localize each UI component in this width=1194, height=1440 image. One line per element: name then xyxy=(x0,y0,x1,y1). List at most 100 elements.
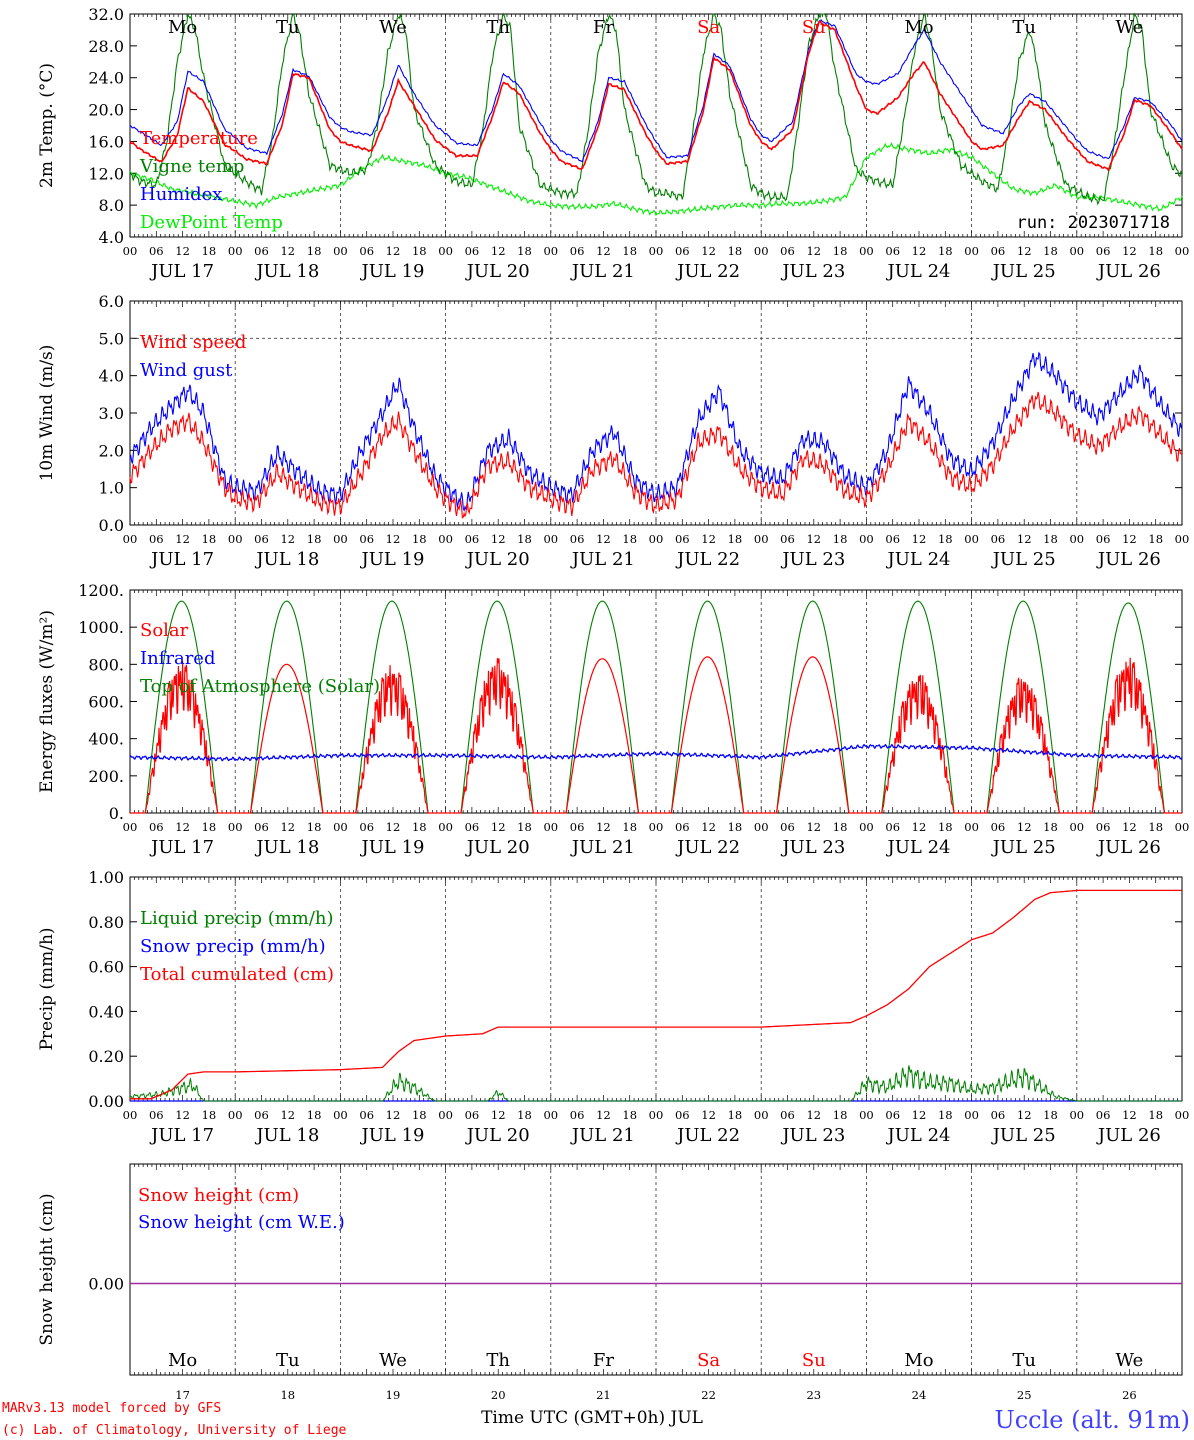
series-temperature xyxy=(129,20,1183,172)
hour-label: 00 xyxy=(1069,532,1084,546)
hour-label: 12 xyxy=(386,532,401,546)
x-axis-title: Time UTC (GMT+0h) JUL xyxy=(481,1408,703,1428)
hour-label: 00 xyxy=(649,820,664,834)
hour-label: 00 xyxy=(1069,1108,1084,1122)
legend-entry: Wind speed xyxy=(140,332,246,353)
hour-label: 12 xyxy=(701,1108,716,1122)
hour-label: 00 xyxy=(228,532,243,546)
run-annotation: run: 2023071718 xyxy=(1016,213,1170,233)
legend-entry: Temperature xyxy=(140,128,258,149)
date-label: JUL 20 xyxy=(465,837,530,858)
hour-label: 00 xyxy=(228,244,243,258)
y-tick-label: 0.60 xyxy=(88,958,124,977)
hour-label: 06 xyxy=(991,1108,1006,1122)
y-tick-label: 24.0 xyxy=(88,69,124,88)
hour-label: 00 xyxy=(333,820,348,834)
date-label: JUL 26 xyxy=(1096,549,1161,570)
hour-label: 12 xyxy=(806,1108,821,1122)
y-tick-label: 12.0 xyxy=(88,164,124,183)
legend-entry: Snow height (cm W.E.) xyxy=(138,1212,345,1233)
hour-label: 18 xyxy=(833,244,848,258)
hour-label: 12 xyxy=(1017,1108,1032,1122)
y-tick-label: 20.0 xyxy=(88,101,124,120)
date-label: JUL 17 xyxy=(149,1125,214,1146)
date-label: JUL 21 xyxy=(570,261,635,282)
series-humidex xyxy=(129,19,1183,163)
hour-label: 00 xyxy=(1175,532,1190,546)
hour-label: 12 xyxy=(491,820,506,834)
day-name-top: Tu xyxy=(1012,17,1036,38)
hour-label: 18 xyxy=(202,244,217,258)
date-label: JUL 18 xyxy=(254,549,319,570)
hour-label: 06 xyxy=(675,1108,690,1122)
hour-label: 00 xyxy=(649,244,664,258)
y-tick-label: 4.0 xyxy=(99,228,124,247)
hour-label: 06 xyxy=(675,820,690,834)
hour-label: 12 xyxy=(175,532,190,546)
hour-label: 18 xyxy=(728,820,743,834)
hour-label: 12 xyxy=(280,1108,295,1122)
day-number: 20 xyxy=(491,1388,506,1402)
hour-label: 00 xyxy=(228,820,243,834)
hour-label: 00 xyxy=(123,244,138,258)
day-name-bottom: We xyxy=(379,1350,407,1371)
hour-label: 12 xyxy=(175,244,190,258)
hour-label: 06 xyxy=(570,820,585,834)
y-tick-label: 6.0 xyxy=(99,292,124,311)
hour-label: 12 xyxy=(175,1108,190,1122)
date-label: JUL 19 xyxy=(360,837,425,858)
hour-label: 12 xyxy=(1122,1108,1137,1122)
day-number: 25 xyxy=(1017,1388,1032,1402)
legend-entry: Liquid precip (mm/h) xyxy=(140,908,334,929)
y-tick-label: 0.00 xyxy=(88,1092,124,1111)
y-axis-label: Precip (mm/h) xyxy=(37,927,57,1050)
legend: Liquid precip (mm/h) Snow precip (mm/h) To… xyxy=(140,908,334,985)
date-label: JUL 26 xyxy=(1096,1125,1161,1146)
hour-label: 00 xyxy=(859,1108,874,1122)
hour-label: 06 xyxy=(675,244,690,258)
y-tick-label: 4.0 xyxy=(99,367,124,386)
date-label: JUL 19 xyxy=(360,549,425,570)
hour-label: 00 xyxy=(123,1108,138,1122)
series-infrared xyxy=(129,743,1183,762)
hour-label: 06 xyxy=(991,532,1006,546)
hour-label: 06 xyxy=(465,532,480,546)
legend-entry: Vigne temp xyxy=(139,156,244,177)
date-label: JUL 25 xyxy=(991,837,1056,858)
date-label: JUL 24 xyxy=(886,837,951,858)
hour-label: 06 xyxy=(254,244,269,258)
date-label: JUL 21 xyxy=(570,549,635,570)
hour-label: 12 xyxy=(1017,244,1032,258)
hour-label: 00 xyxy=(543,244,558,258)
hour-label: 18 xyxy=(307,244,322,258)
day-name-bottom: Mo xyxy=(904,1350,933,1371)
hour-label: 12 xyxy=(1017,532,1032,546)
day-number: 23 xyxy=(806,1388,821,1402)
y-tick-label: 0.20 xyxy=(88,1047,124,1066)
date-label: JUL 24 xyxy=(886,1125,951,1146)
hour-label: 18 xyxy=(412,532,427,546)
hour-label: 18 xyxy=(412,820,427,834)
hour-label: 18 xyxy=(517,532,532,546)
hour-label: 18 xyxy=(622,244,637,258)
legend: Snow height (cm) Snow height (cm W.E.) xyxy=(138,1185,345,1233)
hour-label: 18 xyxy=(728,244,743,258)
legend: Solar Infrared Top of Atmosphere (Solar) xyxy=(140,620,380,697)
hour-label: 12 xyxy=(491,1108,506,1122)
day-name-bottom: Su xyxy=(802,1350,826,1371)
date-label: JUL 19 xyxy=(360,1125,425,1146)
hour-label: 12 xyxy=(280,244,295,258)
hour-label: 06 xyxy=(254,820,269,834)
day-name-bottom: Tu xyxy=(276,1350,300,1371)
day-number: 26 xyxy=(1122,1388,1137,1402)
y-axis-label: 10m Wind (m/s) xyxy=(37,345,57,482)
day-name-bottom: Th xyxy=(486,1350,510,1371)
hour-label: 18 xyxy=(412,1108,427,1122)
date-label: JUL 23 xyxy=(780,261,845,282)
y-tick-label: 2.0 xyxy=(99,441,124,460)
station-label: Uccle (alt. 91m) xyxy=(994,1406,1190,1434)
series-wind-gust xyxy=(129,351,1183,512)
hour-label: 18 xyxy=(412,244,427,258)
hour-label: 06 xyxy=(570,1108,585,1122)
